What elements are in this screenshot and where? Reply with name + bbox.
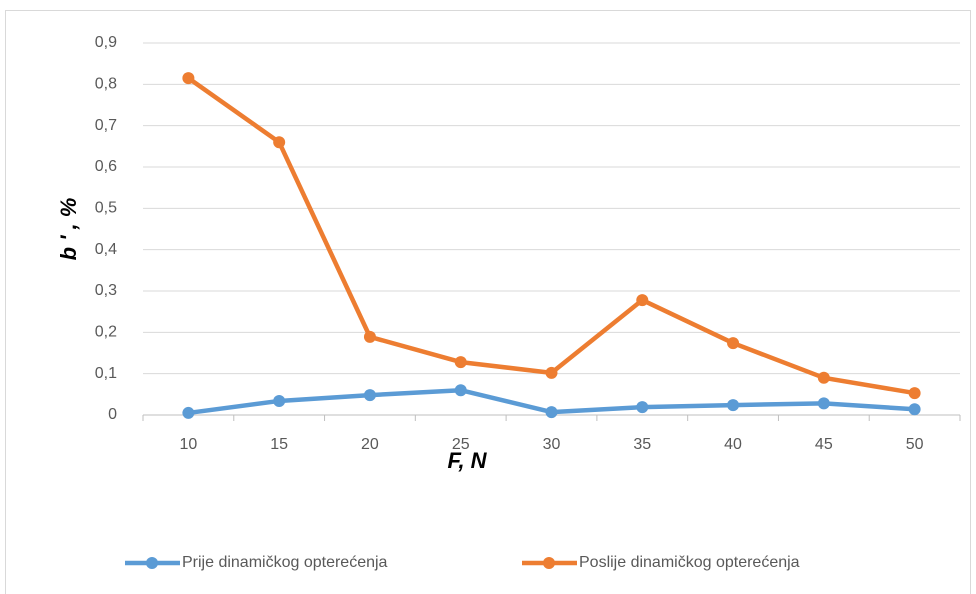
data-point <box>908 387 921 400</box>
y-tick-label: 0,9 <box>95 34 117 51</box>
legend-marker <box>543 557 555 569</box>
x-axis-label: F, N <box>447 448 487 473</box>
y-tick-label: 0,5 <box>95 200 117 217</box>
x-tick-label: 30 <box>543 436 561 453</box>
y-tick-label: 0,4 <box>95 241 117 258</box>
y-tick-label: 0,7 <box>95 117 117 134</box>
x-tick-label: 25 <box>452 436 470 453</box>
data-point <box>817 397 830 410</box>
x-tick-label: 35 <box>633 436 651 453</box>
x-tick-label: 20 <box>361 436 379 453</box>
legend-label: Poslije dinamičkog opterećenja <box>579 554 800 571</box>
data-point <box>817 371 830 384</box>
data-point <box>908 403 921 416</box>
x-tick-label: 15 <box>270 436 288 453</box>
y-tick-label: 0,1 <box>95 365 117 382</box>
data-point <box>363 389 376 402</box>
data-point <box>182 72 195 85</box>
x-tick-label: 50 <box>906 436 924 453</box>
data-point <box>727 399 740 412</box>
x-tick-label: 10 <box>179 436 197 453</box>
data-point <box>545 366 558 379</box>
y-tick-label: 0 <box>108 406 117 423</box>
chart-border <box>5 10 971 594</box>
y-tick-label: 0,6 <box>95 158 117 175</box>
data-point <box>454 356 467 369</box>
legend-marker <box>146 557 158 569</box>
data-point <box>727 337 740 350</box>
data-point <box>636 401 649 414</box>
data-point <box>182 406 195 419</box>
y-tick-label: 0,3 <box>95 282 117 299</box>
x-tick-label: 45 <box>815 436 833 453</box>
data-point <box>273 394 286 407</box>
data-point <box>454 384 467 397</box>
y-axis-label: b ' , % <box>56 198 81 261</box>
y-tick-label: 0,2 <box>95 324 117 341</box>
x-tick-label: 40 <box>724 436 742 453</box>
data-point <box>273 136 286 149</box>
y-tick-label: 0,8 <box>95 76 117 93</box>
data-point <box>363 330 376 343</box>
data-point <box>545 406 558 419</box>
legend-label: Prije dinamičkog opterećenja <box>182 554 388 571</box>
data-point <box>636 294 649 307</box>
